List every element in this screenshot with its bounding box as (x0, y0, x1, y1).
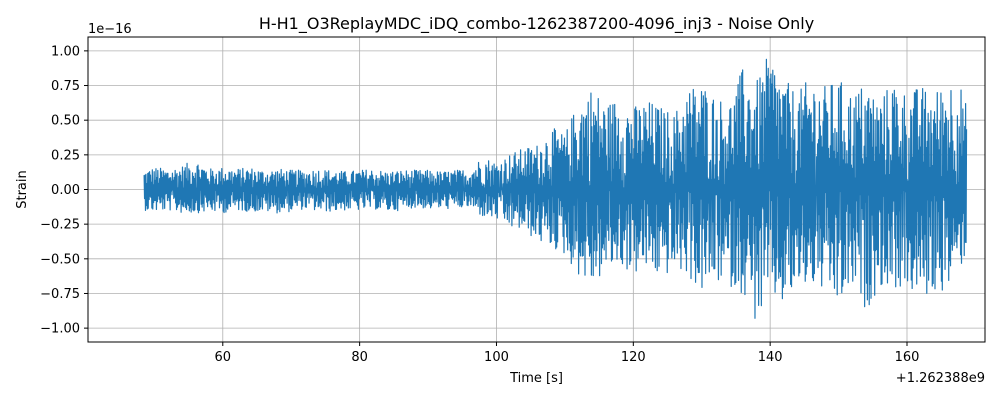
y-tick-label: −0.25 (40, 218, 80, 233)
y-tick-label: −0.50 (40, 252, 80, 267)
y-tick-label: 0.25 (51, 148, 80, 163)
x-axis-offset-label: +1.262388e9 (896, 371, 985, 386)
chart-title: H-H1_O3ReplayMDC_iDQ_combo-1262387200-40… (259, 14, 814, 34)
y-tick-label: 1.00 (51, 44, 80, 59)
y-tick-label: 0.00 (51, 183, 80, 198)
x-tick-label: 140 (758, 350, 783, 365)
x-tick-label: 80 (351, 350, 368, 365)
y-tick-label: 0.50 (51, 114, 80, 129)
y-tick-label: −1.00 (40, 322, 80, 337)
strain-series-line (143, 58, 968, 319)
y-axis-label: Strain (15, 170, 30, 209)
y-axis-scale-label: 1e−16 (88, 22, 132, 37)
x-axis-ticks: 60 80 100 120 140 160 (215, 342, 920, 365)
y-axis-ticks: 1.00 0.75 0.50 0.25 0.00 −0.25 −0.50 −0.75 −1.00 (40, 44, 88, 337)
x-axis-label: Time [s] (509, 371, 563, 386)
strain-signal (143, 58, 968, 319)
y-tick-label: 0.75 (51, 79, 80, 94)
x-tick-label: 120 (621, 350, 646, 365)
x-tick-label: 160 (895, 350, 920, 365)
x-tick-label: 100 (484, 350, 509, 365)
x-tick-label: 60 (215, 350, 232, 365)
y-tick-label: −0.75 (40, 287, 80, 302)
